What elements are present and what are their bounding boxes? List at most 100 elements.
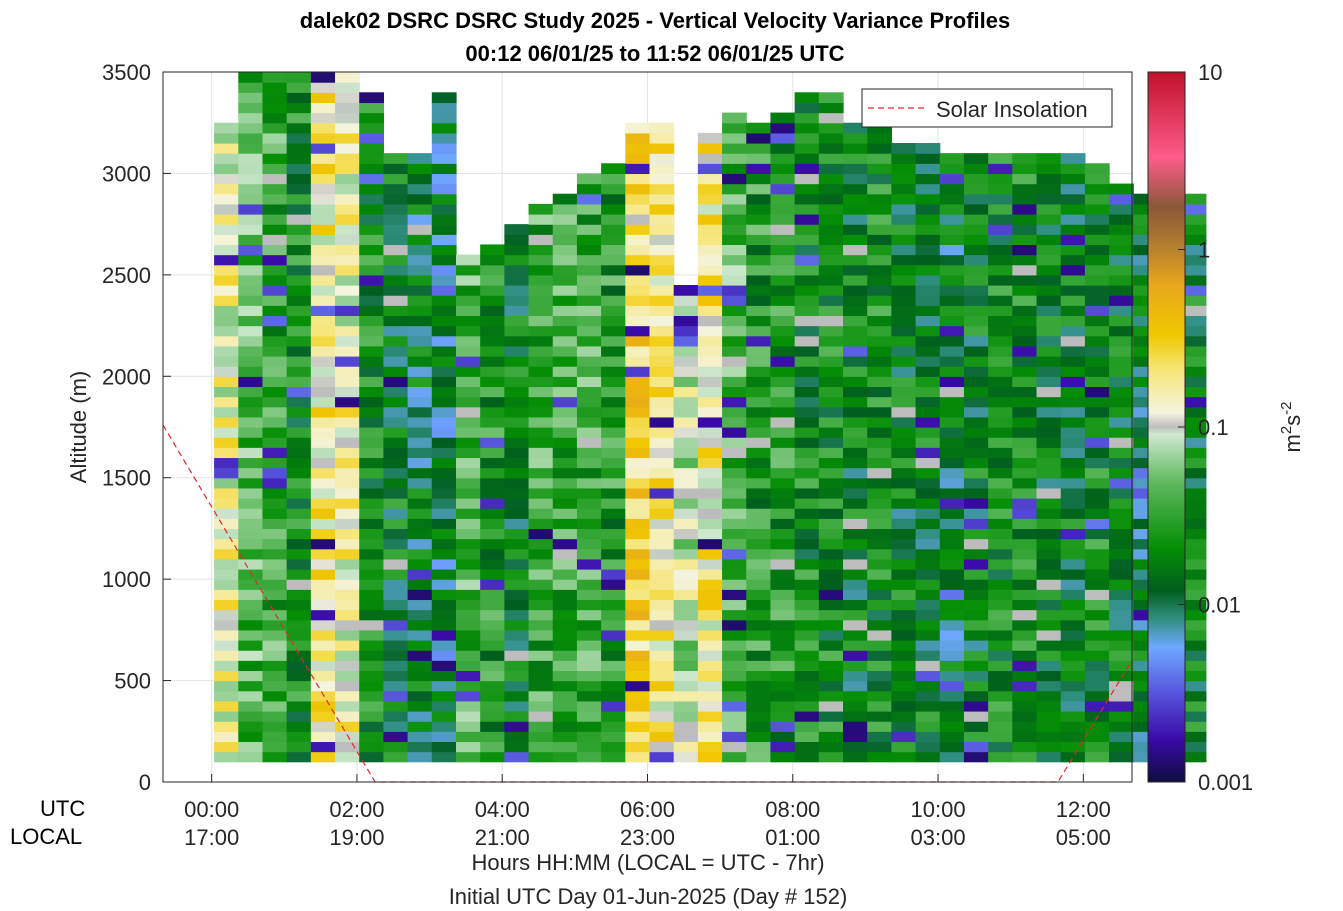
heatmap-cell (746, 376, 772, 388)
local-row-label: LOCAL (10, 824, 83, 849)
heatmap-cell (262, 518, 288, 530)
heatmap-cell (1133, 224, 1159, 235)
heatmap-cell (794, 122, 820, 134)
heatmap-cell (673, 366, 699, 377)
heatmap-cell (843, 295, 868, 306)
heatmap-cell (963, 345, 989, 357)
heatmap-cell (770, 244, 796, 256)
heatmap-cell (480, 498, 505, 509)
heatmap-cell (286, 741, 312, 753)
heatmap-cell (939, 528, 965, 540)
heatmap-cell (431, 690, 457, 702)
heatmap-cell (383, 153, 409, 164)
heatmap-cell (649, 498, 675, 509)
heatmap-cell (1036, 234, 1062, 246)
heatmap-cell (697, 680, 723, 692)
heatmap-cell (963, 183, 989, 195)
heatmap-cell (867, 528, 892, 540)
heatmap-cell (770, 548, 796, 560)
heatmap-cell (963, 325, 989, 337)
heatmap-cell (1060, 538, 1086, 550)
heatmap-cell (359, 244, 385, 256)
heatmap-cell (794, 579, 820, 590)
heatmap-cell (455, 264, 481, 276)
heatmap-cell (552, 447, 578, 459)
heatmap-cell (649, 508, 675, 519)
heatmap-cell (963, 700, 989, 712)
heatmap-cell (431, 731, 457, 743)
heatmap-cell (988, 498, 1013, 509)
heatmap-cell (915, 396, 941, 408)
heatmap-cell (1084, 498, 1110, 509)
heatmap-cell (576, 437, 602, 448)
heatmap-cell (286, 589, 312, 601)
heatmap-cell (286, 538, 312, 550)
heatmap-cell (794, 214, 820, 225)
heatmap-cell (625, 558, 651, 570)
heatmap-cell (649, 183, 675, 195)
heatmap-cell (286, 264, 312, 276)
heatmap-cell (697, 477, 723, 489)
heatmap-cell (673, 356, 699, 367)
heatmap-cell (1036, 244, 1062, 256)
heatmap-cell (722, 467, 747, 479)
heatmap-cell (1084, 538, 1110, 550)
heatmap-cell (359, 467, 385, 479)
heatmap-cell (963, 498, 989, 509)
heatmap-cell (480, 508, 505, 519)
heatmap-cell (843, 345, 868, 357)
heatmap-cell (867, 518, 892, 530)
heatmap-cell (504, 396, 530, 408)
heatmap-cell (407, 406, 433, 418)
heatmap-cell (601, 345, 626, 357)
heatmap-cell (794, 325, 820, 337)
heatmap-cell (383, 335, 409, 347)
heatmap-cell (794, 538, 820, 550)
heatmap-cell (601, 457, 626, 469)
heatmap-cell (238, 498, 264, 509)
heatmap-cell (915, 721, 941, 732)
heatmap-cell (625, 386, 651, 398)
heatmap-cell (480, 690, 505, 702)
heatmap-cell (1181, 274, 1207, 286)
heatmap-cell (770, 315, 796, 327)
heatmap-cell (939, 650, 965, 661)
heatmap-cell (746, 457, 772, 469)
heatmap-cell (625, 680, 651, 692)
heatmap-cell (601, 467, 626, 479)
heatmap-cell (891, 234, 917, 246)
heatmap-cell (286, 315, 312, 327)
heatmap-cell (843, 214, 868, 225)
heatmap-cell (238, 274, 264, 286)
heatmap-cell (915, 193, 941, 205)
heatmap-cell (310, 325, 336, 337)
heatmap-cell (214, 214, 239, 225)
heatmap-cell (746, 132, 772, 144)
heatmap-cell (746, 173, 772, 185)
heatmap-cell (843, 406, 868, 418)
heatmap-cell (480, 650, 505, 661)
heatmap-cell (359, 163, 385, 175)
heatmap-cell (915, 224, 941, 235)
heatmap-cell (867, 254, 892, 266)
heatmap-cell (431, 234, 457, 246)
heatmap-cell (480, 487, 505, 499)
heatmap-cell (528, 569, 554, 580)
heatmap-cell (359, 731, 385, 743)
heatmap-cell (1109, 224, 1134, 235)
heatmap-cell (794, 721, 820, 732)
heatmap-cell (1060, 325, 1086, 337)
heatmap-cell (794, 274, 820, 286)
heatmap-cell (649, 153, 675, 164)
heatmap-cell (1012, 467, 1038, 479)
heatmap-cell (407, 700, 433, 712)
heatmap-cell (939, 203, 965, 215)
heatmap-cell (335, 376, 360, 388)
heatmap-cell (335, 163, 360, 175)
heatmap-cell (1133, 700, 1159, 712)
heatmap-cell (770, 143, 796, 154)
heatmap-cell (528, 325, 554, 337)
heatmap-cell (891, 295, 917, 306)
heatmap-cell (383, 315, 409, 327)
heatmap-cell (335, 467, 360, 479)
